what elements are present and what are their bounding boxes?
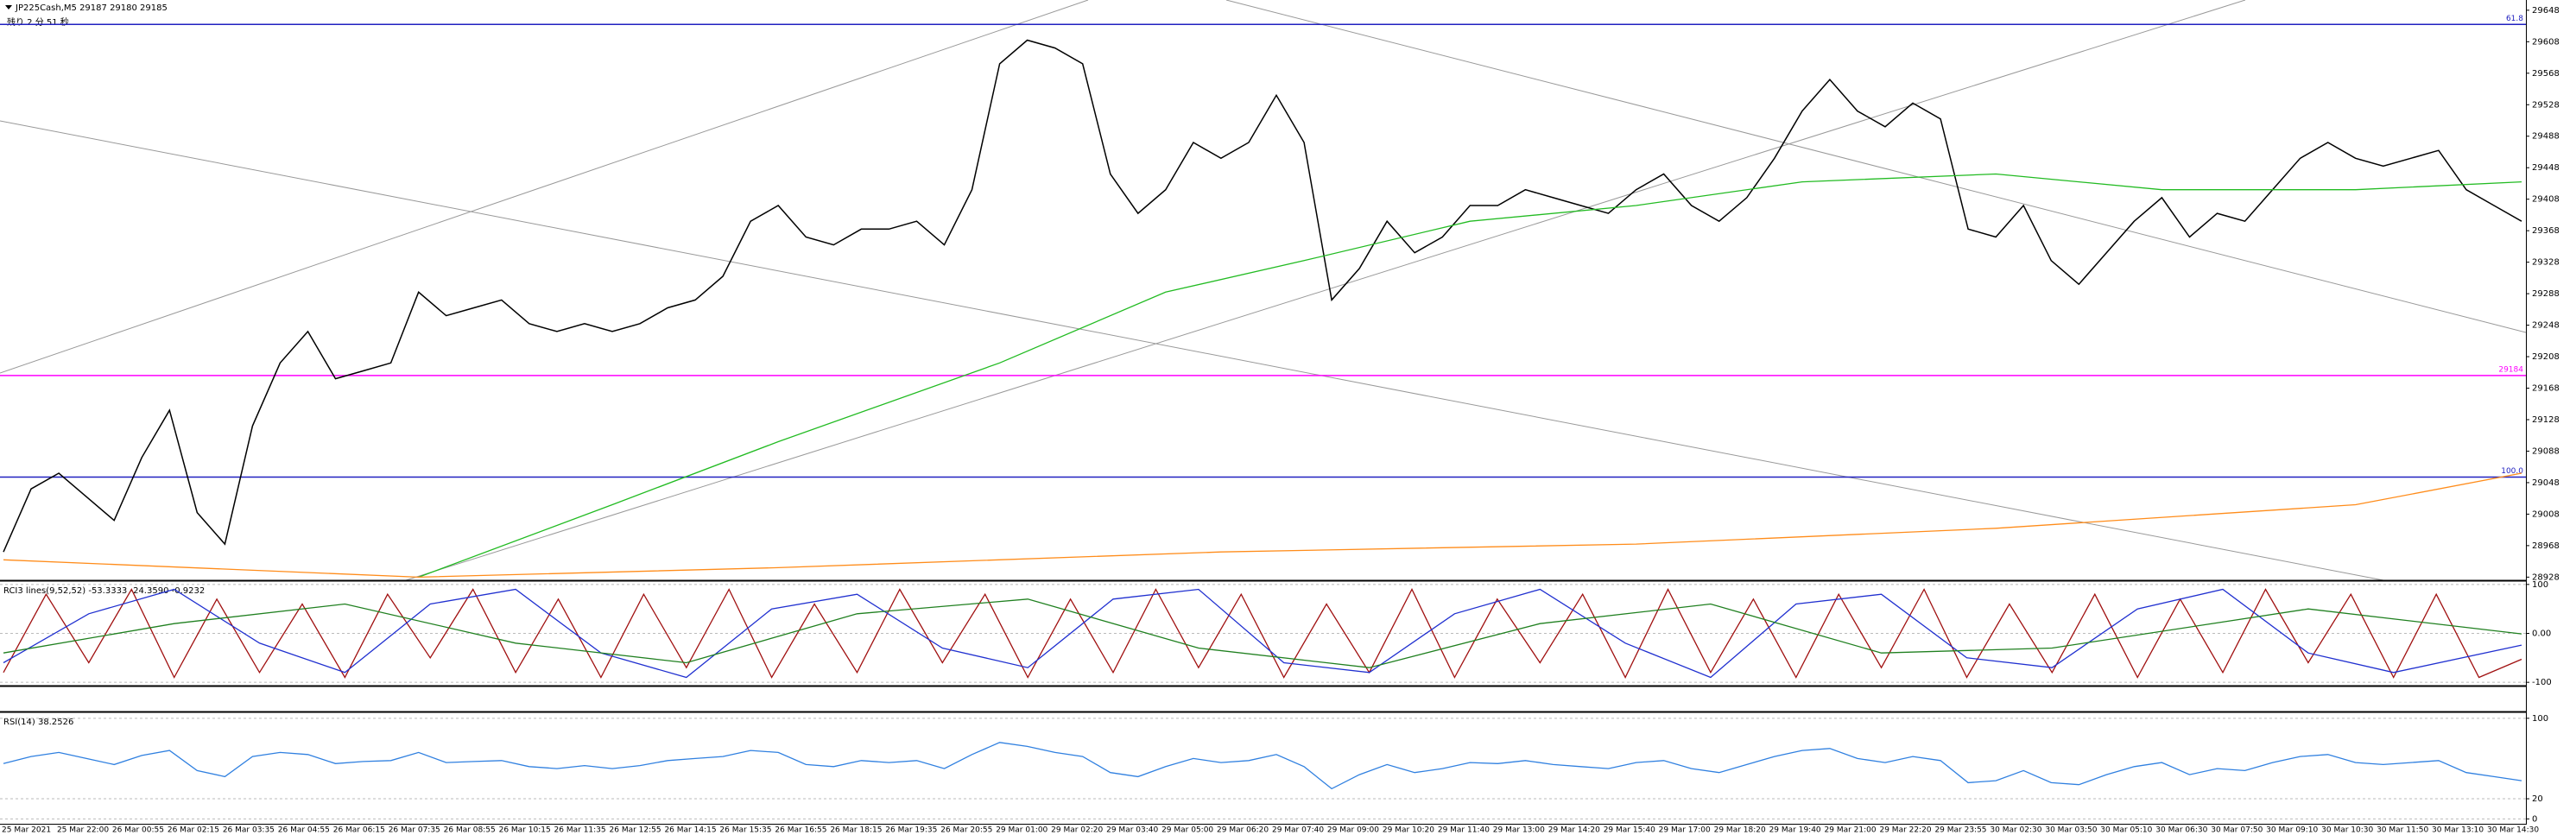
- x-tick-label: 29 Mar 17:00: [1659, 826, 1711, 835]
- x-tick-label: 29 Mar 10:20: [1383, 826, 1434, 835]
- x-tick-label: 30 Mar 14:30: [2487, 826, 2539, 835]
- x-tick-label: 29 Mar 13:00: [1493, 826, 1545, 835]
- x-tick-label: 26 Mar 03:35: [223, 826, 275, 835]
- series-line: [418, 173, 2522, 579]
- trend-line: [405, 0, 2246, 581]
- series-line: [3, 472, 2522, 579]
- series-line: [3, 39, 2522, 553]
- x-tick-label: 30 Mar 03:50: [2045, 826, 2097, 835]
- x-tick-label: 26 Mar 06:15: [333, 826, 385, 835]
- x-tick-label: 29 Mar 02:20: [1051, 826, 1103, 835]
- x-tick-label: 26 Mar 11:35: [554, 826, 606, 835]
- x-tick-label: 30 Mar 10:30: [2321, 826, 2373, 835]
- x-tick-label: 26 Mar 18:15: [830, 826, 882, 835]
- x-tick-label: 29 Mar 21:00: [1825, 826, 1877, 835]
- series-line: [3, 598, 2522, 668]
- x-tick-label: 29 Mar 05:00: [1161, 826, 1213, 835]
- x-tick-label: 29 Mar 03:40: [1106, 826, 1158, 835]
- y-tick-label: 29568: [2532, 69, 2560, 79]
- x-tick-label: 26 Mar 00:55: [112, 826, 164, 835]
- y-tick-label: 29288: [2532, 289, 2560, 299]
- x-tick-label: 30 Mar 11:50: [2377, 826, 2428, 835]
- y-tick-label: 28968: [2532, 541, 2560, 551]
- x-tick-label: 29 Mar 22:20: [1879, 826, 1931, 835]
- series-line: [3, 588, 2522, 679]
- y-tick-label: 0: [2532, 814, 2537, 824]
- x-tick-label: 26 Mar 16:55: [775, 826, 826, 835]
- y-tick-label: 29488: [2532, 132, 2560, 142]
- x-tick-label: 26 Mar 10:15: [499, 826, 551, 835]
- y-tick-label: 29648: [2532, 6, 2560, 16]
- trend-line: [0, 0, 1089, 374]
- y-tick-label: 29528: [2532, 100, 2560, 110]
- trend-line: [1225, 0, 2527, 333]
- y-tick-label: 29128: [2532, 415, 2560, 425]
- x-tick-label: 29 Mar 07:40: [1272, 826, 1324, 835]
- x-tick-label: 26 Mar 12:55: [610, 826, 661, 835]
- panel-borders: [0, 0, 2527, 825]
- y-tick-label: 29248: [2532, 321, 2560, 331]
- y-tick-label: 29088: [2532, 446, 2560, 456]
- x-tick-label: 29 Mar 11:40: [1438, 826, 1490, 835]
- series-line: [3, 742, 2522, 790]
- collapse-icon: [5, 5, 12, 9]
- y-tick-label: 29408: [2532, 195, 2560, 205]
- y-tick-label: 100: [2532, 580, 2548, 590]
- y-tick-label: 100: [2532, 714, 2548, 724]
- x-tick-label: 30 Mar 13:10: [2432, 826, 2484, 835]
- x-tick-label: 26 Mar 08:55: [444, 826, 496, 835]
- countdown: 残り 2 分 51 秒: [7, 16, 69, 28]
- x-tick-label: 29 Mar 15:40: [1604, 826, 1655, 835]
- series-line: [3, 588, 2522, 679]
- x-tick-label: 26 Mar 07:35: [389, 826, 440, 835]
- level-label: 29184: [2498, 365, 2523, 374]
- y-tick-label: -100: [2532, 678, 2552, 687]
- x-tick-label: 29 Mar 06:20: [1217, 826, 1269, 835]
- trend-lines: [0, 0, 2527, 581]
- trend-line: [0, 120, 2384, 581]
- y-tick-label: 0.00: [2532, 629, 2551, 639]
- x-tick-label: 30 Mar 05:10: [2100, 826, 2152, 835]
- x-tick-label: 29 Mar 14:20: [1548, 826, 1600, 835]
- chart-title: JP225Cash,M5 29187 29180 29185: [15, 3, 168, 13]
- x-tick-label: 25 Mar 22:00: [57, 826, 109, 835]
- x-tick-label: 26 Mar 20:55: [940, 826, 992, 835]
- y-tick-label: 29448: [2532, 163, 2560, 173]
- y-tick-label: 29048: [2532, 478, 2560, 488]
- indicator-title: RSI(14) 38.2526: [3, 718, 73, 727]
- x-tick-label: 29 Mar 18:20: [1714, 826, 1766, 835]
- indicator-title: RCI3 lines(9,52,52) -53.3333 -24.3590 -0…: [3, 586, 205, 596]
- x-tick-label: 30 Mar 02:30: [1990, 826, 2041, 835]
- x-tick-label: 26 Mar 04:55: [278, 826, 330, 835]
- x-tick-label: 29 Mar 01:00: [996, 826, 1047, 835]
- x-tick-label: 30 Mar 07:50: [2211, 826, 2263, 835]
- x-tick-label: 26 Mar 14:15: [664, 826, 716, 835]
- y-tick-label: 29168: [2532, 384, 2560, 394]
- x-tick-label: 25 Mar 2021: [2, 826, 51, 835]
- x-tick-label: 29 Mar 23:55: [1934, 826, 1986, 835]
- x-tick-label: 26 Mar 02:15: [168, 826, 219, 835]
- y-tick-label: 29368: [2532, 226, 2560, 236]
- level-label: 61.8: [2506, 15, 2523, 23]
- y-tick-label: 20: [2532, 794, 2543, 804]
- x-tick-label: 30 Mar 06:30: [2155, 826, 2207, 835]
- x-tick-label: 29 Mar 09:00: [1327, 826, 1379, 835]
- x-tick-label: 26 Mar 15:35: [719, 826, 771, 835]
- x-tick-label: 29 Mar 19:40: [1769, 826, 1821, 835]
- x-tick-label: 30 Mar 09:10: [2266, 826, 2318, 835]
- level-label: 100.0: [2501, 467, 2523, 476]
- x-tick-label: 26 Mar 19:35: [885, 826, 937, 835]
- y-tick-label: 29608: [2532, 37, 2560, 47]
- y-tick-label: 29208: [2532, 352, 2560, 362]
- y-tick-label: 28928: [2532, 572, 2560, 582]
- y-tick-label: 29008: [2532, 509, 2560, 519]
- y-tick-label: 29328: [2532, 258, 2560, 268]
